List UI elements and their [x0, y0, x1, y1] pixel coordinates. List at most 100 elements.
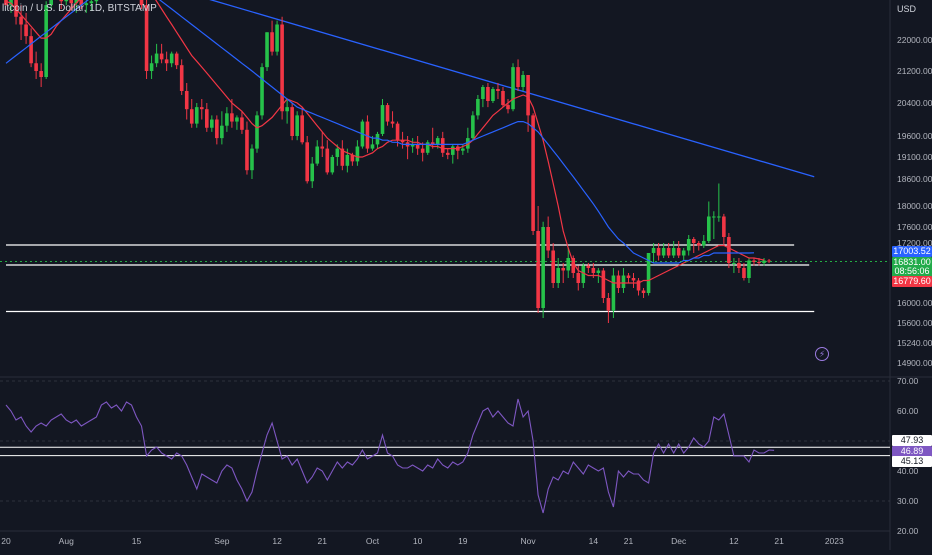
candle-body: [511, 67, 515, 110]
candle-body: [611, 275, 616, 311]
moving-average-line: [5, 0, 765, 284]
candle-body: [646, 253, 651, 293]
candle-body: [199, 107, 204, 110]
candle-body: [390, 121, 395, 124]
candle-body: [395, 123, 400, 141]
rsi-tick-label: 60.00: [897, 406, 919, 416]
candle-body: [576, 273, 581, 283]
candle-body: [681, 250, 686, 256]
candle-body: [29, 36, 33, 64]
candle-body: [546, 227, 550, 251]
candle-body: [24, 24, 28, 37]
candle-body: [440, 138, 445, 153]
candle-body: [631, 278, 636, 281]
candle-body: [425, 142, 430, 153]
candle-body: [501, 91, 505, 106]
candle-body: [430, 142, 435, 145]
price-tick-label: 20400.00: [897, 98, 932, 108]
time-tick-label: Sep: [214, 536, 229, 546]
candle-body: [240, 117, 244, 130]
candle-body: [270, 32, 274, 52]
rsi-tick-label: 30.00: [897, 496, 919, 506]
candle-body: [666, 248, 671, 256]
candle-body: [39, 71, 43, 77]
candle-body: [245, 129, 249, 171]
rsi-tick-label: 70.00: [897, 376, 919, 386]
countdown-badge: 08:56:06: [892, 266, 932, 277]
candle-body: [330, 157, 335, 173]
candle-body: [486, 87, 490, 101]
candle-body: [566, 258, 571, 271]
rsi-badge-lower: 45.13: [892, 456, 932, 467]
candle-body: [506, 105, 510, 110]
candle-body: [466, 138, 470, 149]
candle-body: [737, 263, 741, 268]
candle-body: [661, 248, 666, 256]
candle-body: [581, 265, 586, 283]
time-tick-label: Nov: [521, 536, 537, 546]
candle-body: [762, 260, 766, 263]
candle-body: [310, 163, 315, 182]
candle-body: [641, 290, 646, 293]
candle-body: [571, 258, 576, 273]
candle-body: [471, 115, 475, 139]
time-tick-label: 21: [318, 536, 328, 546]
candle-body: [375, 133, 380, 145]
candle-body: [712, 216, 716, 218]
candle-body: [260, 67, 264, 116]
price-tick-label: 15240.00: [897, 338, 932, 348]
rsi-tick-label: 40.00: [897, 466, 919, 476]
time-tick-label: 14: [589, 536, 599, 546]
candle-body: [481, 87, 485, 99]
candle-body: [205, 109, 209, 128]
candle-body: [235, 117, 239, 122]
candle-body: [556, 268, 560, 283]
candle-body: [79, 0, 84, 6]
candle-body: [551, 250, 555, 283]
candle-body: [250, 148, 254, 171]
price-tick-label: 21200.00: [897, 66, 932, 76]
time-tick-label: 21: [774, 536, 784, 546]
price-badge-last: 16831.00: [892, 257, 932, 268]
candle-body: [300, 115, 304, 143]
candle-body: [516, 67, 520, 87]
candle-body: [445, 152, 450, 155]
candle-body: [265, 32, 269, 68]
candle-body: [491, 89, 495, 101]
candle-body: [435, 138, 440, 145]
candle-body: [345, 154, 350, 166]
candle-body: [285, 107, 289, 112]
candle-body: [335, 148, 340, 157]
candle-body: [676, 248, 681, 256]
candle-body: [380, 105, 385, 134]
currency-label: USD: [897, 4, 917, 14]
candle-body: [325, 148, 330, 173]
candle-body: [606, 298, 611, 311]
candle-body: [139, 0, 144, 6]
price-tick-label: 18000.00: [897, 201, 932, 211]
candle-body: [149, 63, 154, 71]
price-tick-label: 19100.00: [897, 152, 932, 162]
candle-body: [34, 63, 38, 71]
time-tick-label: 12: [272, 536, 282, 546]
rsi-badge-upper: 47.93: [892, 435, 932, 446]
candle-body: [144, 5, 149, 71]
candle-body: [19, 16, 23, 25]
candle-body: [616, 275, 621, 288]
candle-body: [225, 113, 229, 126]
candle-body: [415, 144, 420, 149]
candle-body: [320, 146, 325, 149]
candle-body: [194, 107, 199, 124]
candle-body: [717, 216, 721, 218]
candle-body: [44, 5, 48, 77]
rsi-badge-value: 46.89: [892, 446, 932, 457]
candle-body: [255, 115, 259, 149]
lightning-icon[interactable]: ⚡: [815, 347, 829, 361]
candle-body: [742, 268, 746, 278]
price-tick-label: 14900.00: [897, 358, 932, 368]
candle-body: [686, 239, 691, 251]
candle-body: [295, 115, 299, 136]
candle-body: [671, 248, 676, 256]
